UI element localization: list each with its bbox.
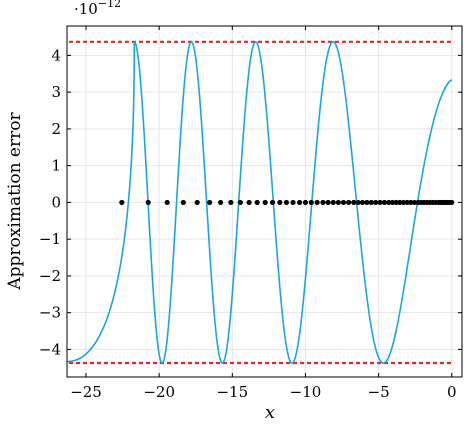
zero-point [207, 199, 213, 206]
zero-point [325, 199, 331, 206]
zero-point [246, 199, 252, 206]
zero-point [408, 199, 414, 206]
y-tick-label: 0 [51, 193, 61, 211]
zero-point [355, 199, 361, 206]
zero-point [119, 199, 125, 206]
zero-point [320, 199, 326, 206]
zero-point [400, 199, 407, 206]
zero-point [386, 199, 392, 206]
x-axis-label: x [265, 402, 275, 423]
zero-point [393, 199, 399, 206]
zero-point [180, 199, 186, 206]
error-bound-lines [69, 40, 452, 365]
y-tick-label: −2 [39, 267, 61, 285]
zero-point [330, 199, 336, 206]
zero-point [449, 199, 455, 206]
y-tick-label: 2 [51, 120, 61, 138]
x-tick-label: −15 [216, 383, 248, 401]
zero-point [359, 199, 366, 206]
zero-point [164, 199, 170, 206]
x-tick-label: −5 [368, 383, 390, 401]
zero-point [397, 199, 403, 206]
y-tick-label: −3 [39, 304, 61, 322]
zero-point [368, 199, 374, 206]
zero-point [351, 199, 357, 206]
zero-point [373, 199, 379, 206]
y-tick-label: 1 [51, 157, 61, 175]
zero-point [254, 199, 260, 206]
y-scale-label: ·10−12 [74, 0, 121, 18]
zero-point [389, 199, 396, 206]
x-tick-label: −10 [290, 383, 322, 401]
y-tick-label: −4 [39, 340, 61, 358]
zero-point [290, 199, 296, 206]
x-tick-label: −20 [143, 383, 175, 401]
x-tick-label: 0 [447, 383, 457, 401]
zero-point [314, 199, 320, 206]
y-tick-label: −1 [39, 230, 61, 248]
plot-frame [66, 25, 463, 378]
zero-point [340, 199, 347, 206]
approximation-error-curve [66, 41, 453, 364]
y-axis-ticks: −4 −3 −2 −1 0 1 2 3 4 [39, 46, 462, 358]
y-axis-label: Approximation error [5, 112, 25, 291]
zero-point [283, 199, 290, 206]
y-tick-label: 4 [51, 46, 61, 64]
x-tick-label: −25 [70, 383, 102, 401]
zero-point [308, 199, 314, 206]
zero-point [377, 199, 383, 206]
zero-point [194, 199, 200, 206]
zero-point [346, 199, 352, 206]
zero-point [411, 199, 418, 206]
zero-point [302, 199, 309, 206]
zero-point [297, 199, 303, 206]
zero-point [237, 199, 243, 206]
zero-points [119, 199, 455, 206]
zero-point [381, 199, 388, 206]
x-axis-ticks: −25 −20 −15 −10 −5 0 [70, 26, 457, 401]
zero-point [218, 199, 224, 206]
zero-point [335, 199, 341, 206]
zero-point [277, 199, 283, 206]
zero-point [262, 199, 268, 206]
zero-point [145, 199, 151, 206]
y-tick-label: 3 [51, 83, 61, 101]
zero-point [404, 199, 410, 206]
zero-point [228, 199, 234, 206]
zero-point [364, 199, 370, 206]
zero-point [269, 199, 276, 206]
